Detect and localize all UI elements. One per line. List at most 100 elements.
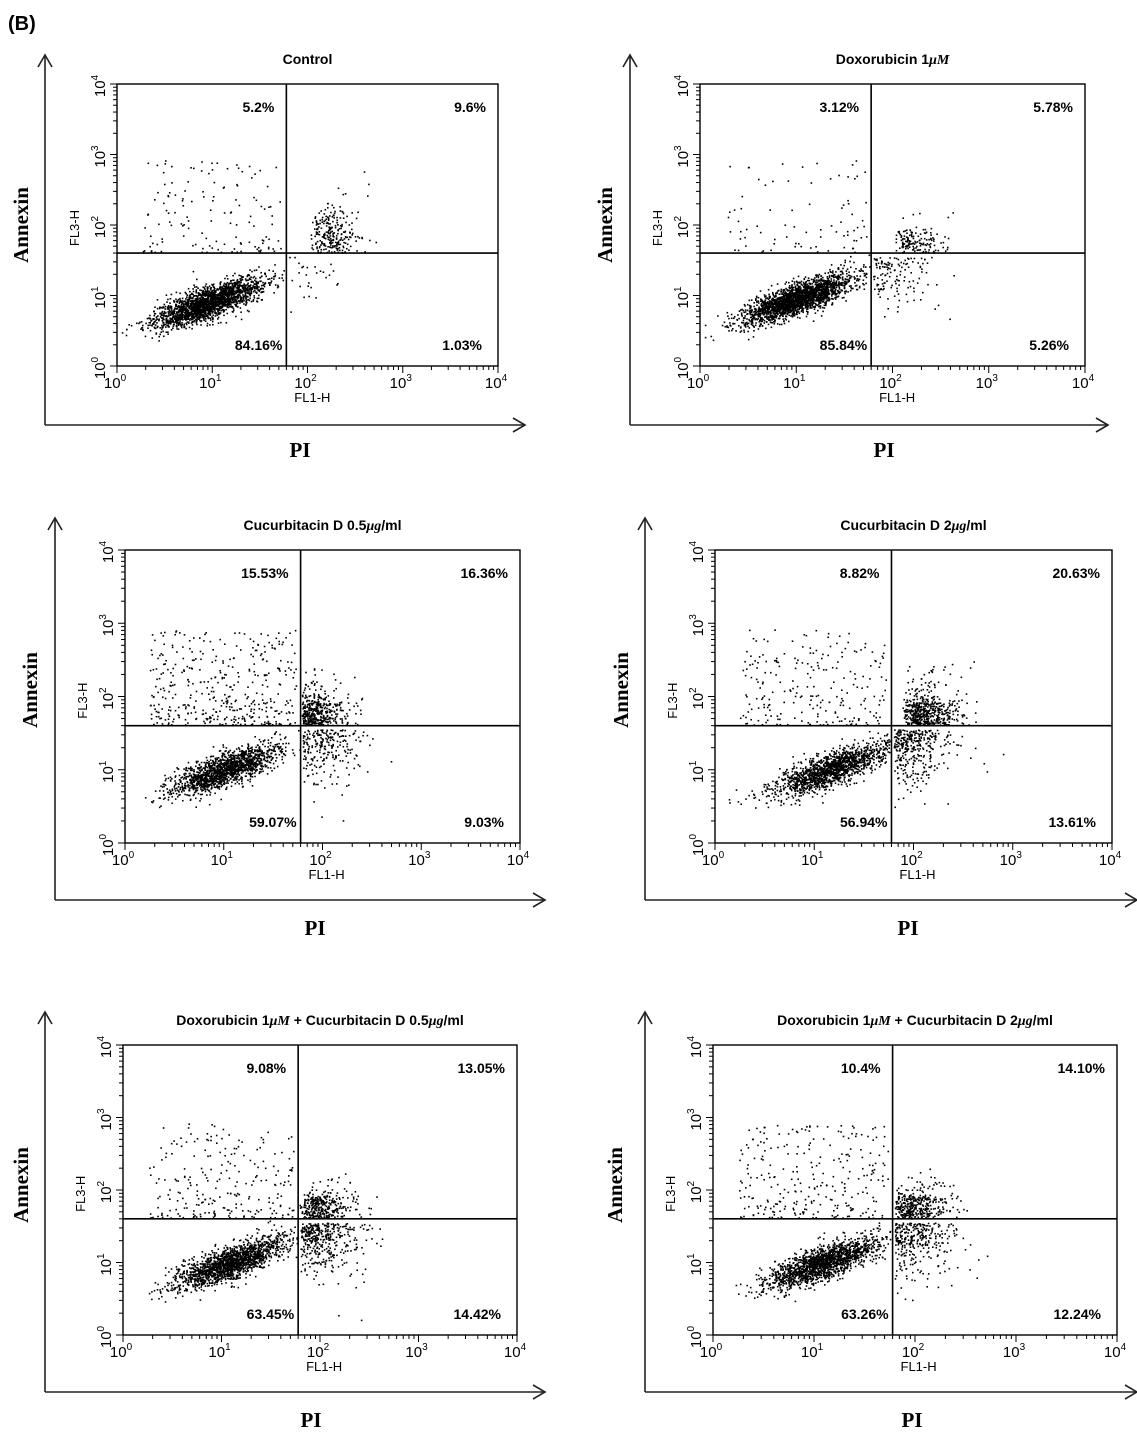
data-point <box>274 284 277 286</box>
data-point <box>821 300 823 302</box>
data-point <box>327 216 329 218</box>
data-point <box>233 294 235 296</box>
data-point <box>269 284 271 286</box>
data-point <box>817 309 819 312</box>
data-point <box>777 306 780 309</box>
data-point <box>204 290 207 292</box>
data-point <box>230 301 233 304</box>
data-point <box>228 290 230 293</box>
data-point <box>199 315 201 317</box>
data-point <box>791 303 794 306</box>
data-point <box>206 294 208 296</box>
data-point <box>273 250 276 252</box>
data-point <box>239 279 242 282</box>
data-point <box>202 297 204 300</box>
data-point <box>205 283 208 285</box>
data-point <box>801 309 803 312</box>
data-point <box>773 296 776 298</box>
data-point <box>367 195 369 197</box>
data-point <box>258 289 260 291</box>
data-point <box>227 306 230 309</box>
data-point <box>253 283 256 285</box>
data-point <box>813 277 816 279</box>
data-point <box>808 302 811 305</box>
data-point <box>755 299 757 301</box>
data-point <box>243 284 245 287</box>
data-point <box>218 297 220 299</box>
data-point <box>327 246 329 248</box>
data-point <box>253 287 256 289</box>
data-point <box>216 301 218 304</box>
data-point <box>753 305 755 308</box>
data-point <box>315 243 317 246</box>
data-point <box>812 278 815 281</box>
data-point <box>759 319 761 322</box>
data-point <box>158 335 160 338</box>
data-point <box>783 311 786 314</box>
data-point <box>248 278 251 281</box>
data-point <box>128 324 130 326</box>
data-point <box>222 305 224 307</box>
data-point <box>783 295 786 297</box>
data-point <box>154 199 156 201</box>
data-point <box>245 300 247 303</box>
data-point <box>824 272 826 275</box>
data-point <box>215 304 217 306</box>
data-point <box>210 310 213 312</box>
data-point <box>336 219 338 222</box>
data-point <box>751 317 754 320</box>
data-point <box>820 277 822 280</box>
data-point <box>162 330 164 333</box>
data-point <box>323 244 326 247</box>
data-point <box>860 268 862 270</box>
data-point <box>142 324 144 327</box>
data-point <box>785 300 787 303</box>
data-point <box>341 239 344 241</box>
data-point <box>256 297 259 300</box>
data-point <box>320 227 323 229</box>
data-point <box>815 299 817 302</box>
data-point <box>167 311 169 313</box>
data-point <box>759 309 762 311</box>
data-point <box>848 285 851 287</box>
data-point <box>221 304 224 307</box>
data-point <box>190 317 192 320</box>
data-point <box>253 295 255 297</box>
data-point <box>234 296 237 298</box>
data-point <box>140 328 142 330</box>
data-point <box>220 295 223 298</box>
data-point <box>746 321 748 324</box>
data-point <box>771 291 774 294</box>
data-point <box>230 303 232 305</box>
data-point <box>793 301 795 304</box>
data-point <box>834 276 836 278</box>
data-point <box>770 284 773 287</box>
data-point <box>249 293 252 295</box>
data-point <box>844 284 846 287</box>
data-point <box>185 298 187 300</box>
data-point <box>195 313 197 315</box>
data-point <box>191 200 193 203</box>
data-point <box>856 279 858 282</box>
data-point <box>774 314 776 316</box>
data-point <box>244 286 246 289</box>
data-point <box>197 287 199 289</box>
data-point <box>838 292 841 295</box>
data-point <box>162 321 165 324</box>
data-point <box>232 307 235 310</box>
data-point <box>229 212 232 214</box>
panel-label: (B) <box>8 13 36 35</box>
data-point <box>340 237 343 239</box>
data-point <box>221 309 224 311</box>
data-point <box>329 235 332 237</box>
data-point <box>237 288 240 290</box>
data-point <box>319 270 322 272</box>
data-point <box>826 284 829 286</box>
data-point <box>788 320 790 323</box>
data-point <box>165 326 167 328</box>
data-point <box>788 305 791 308</box>
data-point <box>217 295 219 297</box>
data-point <box>244 286 247 288</box>
data-point <box>159 333 161 336</box>
data-point <box>843 286 846 289</box>
